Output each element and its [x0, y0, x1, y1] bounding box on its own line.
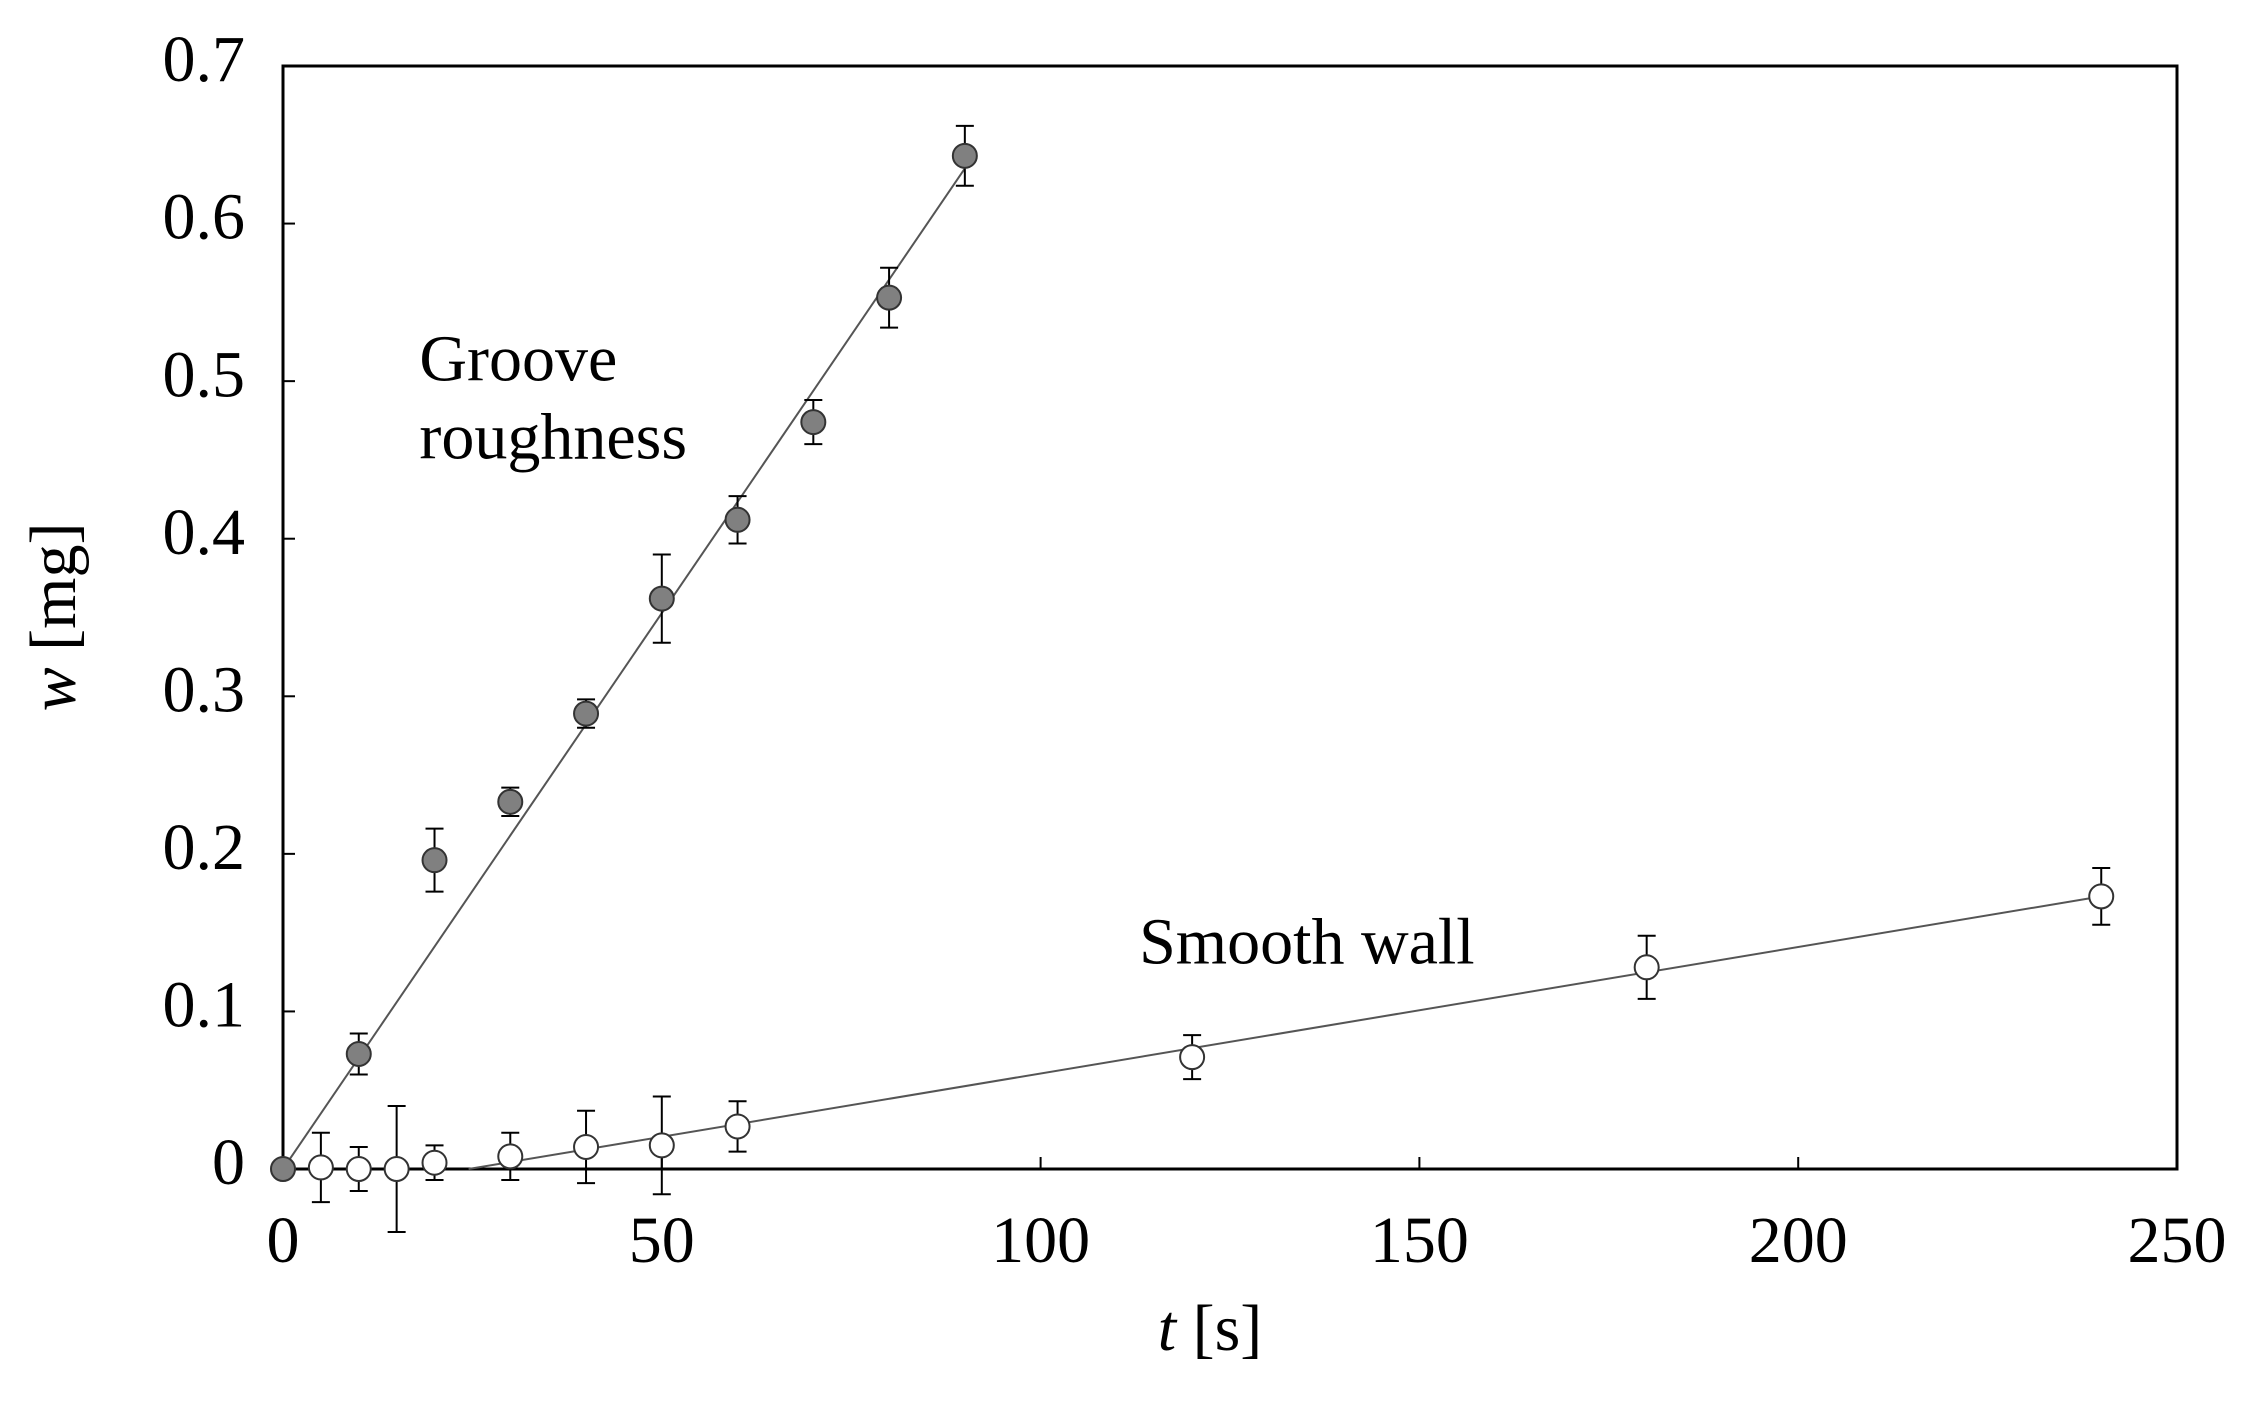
y-tick-label: 0.3 [163, 653, 246, 726]
annotation-line: Groove [419, 323, 617, 396]
y-tick-label: 0.5 [163, 338, 246, 411]
data-point [270, 1156, 296, 1182]
x-tick-label: 200 [1749, 1204, 1848, 1277]
annotation: Groove roughness [419, 323, 687, 474]
data-point [573, 1133, 600, 1160]
y-unit: [mg] [17, 523, 90, 651]
fit-line [282, 167, 966, 1170]
data-point [383, 1156, 410, 1182]
y-tick-label: 0.1 [163, 969, 246, 1042]
x-tick-label: 0 [267, 1204, 300, 1277]
annotation: Smooth wall [1139, 906, 1475, 979]
x-tick-label: 250 [2128, 1204, 2227, 1277]
y-tick-label: 0.2 [163, 811, 246, 884]
data-point [1179, 1044, 1206, 1071]
data-point [1633, 954, 1660, 981]
x-var: t [1158, 1292, 1178, 1365]
data-point [497, 1143, 524, 1170]
data-point [421, 1149, 448, 1176]
x-axis-label: t [s] [1158, 1292, 1263, 1365]
y-var: w [17, 667, 90, 711]
y-tick-label: 0.6 [163, 181, 246, 254]
data-point [951, 142, 978, 169]
y-tick-label: 0.7 [163, 23, 246, 96]
data-point [648, 585, 675, 612]
data-point [421, 847, 448, 874]
data-point [573, 700, 600, 727]
data-point [345, 1040, 372, 1067]
x-unit: [s] [1193, 1292, 1263, 1365]
y-tick-label: 0 [212, 1126, 245, 1199]
data-point [345, 1156, 372, 1182]
x-tick-label: 150 [1370, 1204, 1469, 1277]
plot-frame [281, 64, 2179, 1171]
y-tick-label: 0.4 [163, 496, 246, 569]
annotation-line: roughness [419, 401, 687, 474]
data-point [648, 1132, 675, 1159]
data-point [800, 409, 827, 436]
data-point [2088, 883, 2115, 910]
y-axis-label: w [mg] [17, 523, 90, 712]
data-point [724, 506, 751, 533]
x-tick-label: 50 [629, 1204, 695, 1277]
annotation-line: Smooth wall [1139, 906, 1475, 979]
data-point [497, 788, 524, 815]
data-point [724, 1113, 751, 1140]
data-point [876, 284, 903, 311]
data-point [307, 1154, 334, 1181]
x-tick-label: 100 [991, 1204, 1090, 1277]
